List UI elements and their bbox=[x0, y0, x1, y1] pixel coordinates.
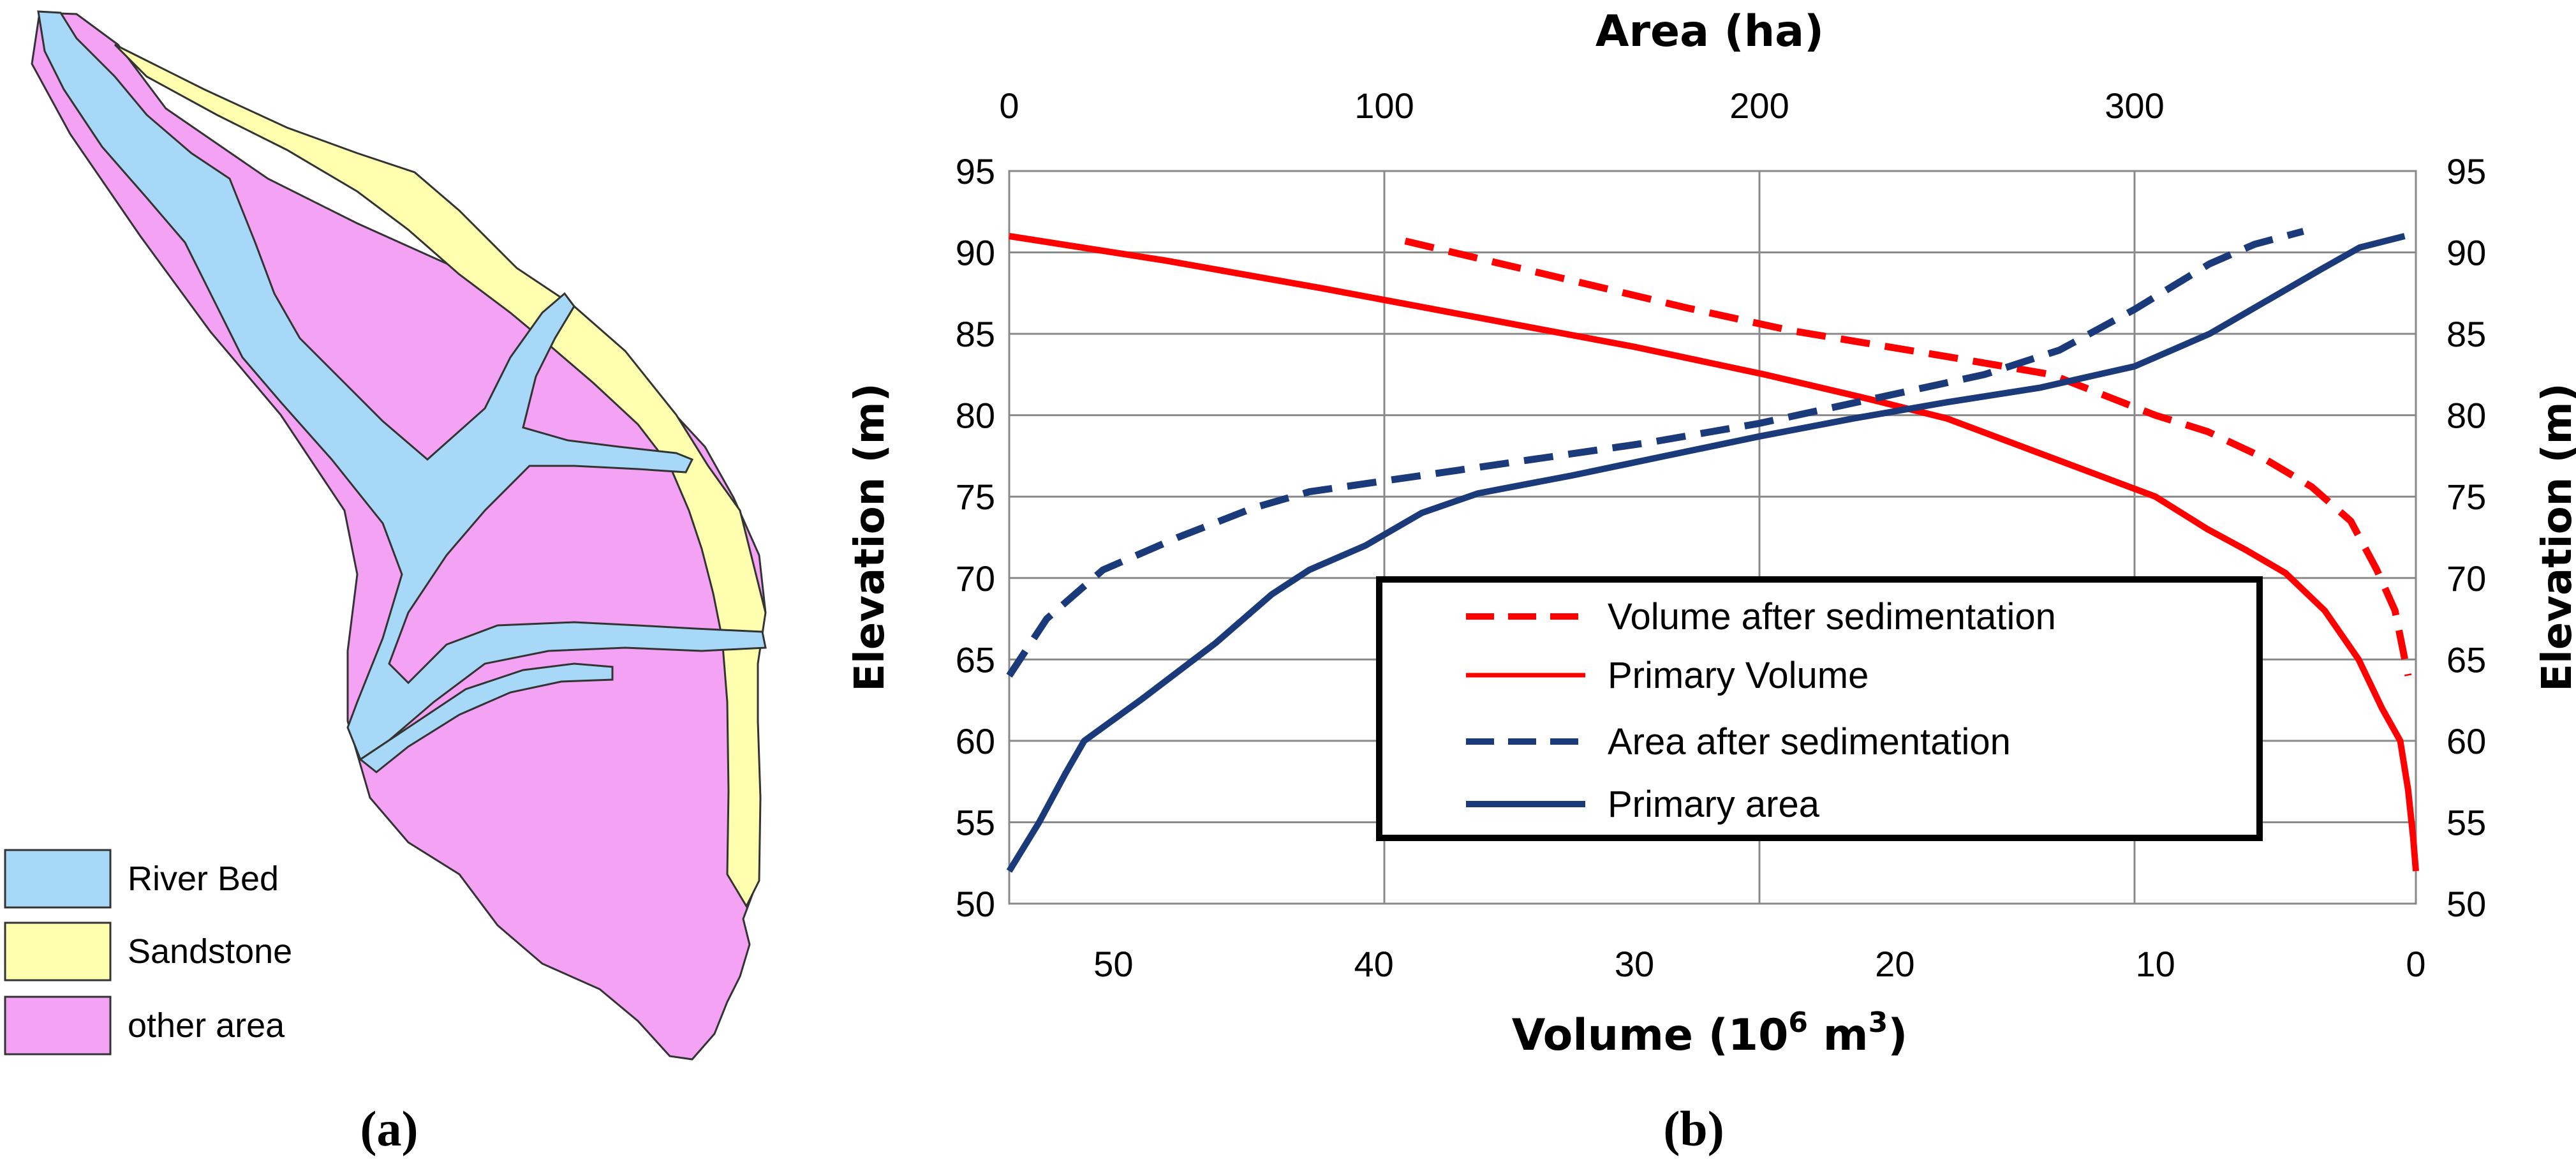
sandstone-band bbox=[114, 43, 767, 909]
right-tick-label: 90 bbox=[2446, 233, 2486, 273]
legend-swatch-other-area bbox=[4, 996, 112, 1056]
panel-b-label: (b) bbox=[1663, 1101, 1724, 1156]
legend-label-river-bed: River Bed bbox=[128, 860, 279, 898]
legend-swatch-sandstone bbox=[4, 922, 112, 981]
panel-a-label: (a) bbox=[360, 1101, 418, 1156]
bottom-tick-label: 0 bbox=[2406, 944, 2425, 984]
series bbox=[1006, 228, 2419, 873]
left-tick-label: 55 bbox=[956, 802, 995, 842]
plot-frame bbox=[1008, 170, 2417, 905]
top-tick-label: 300 bbox=[2105, 86, 2164, 126]
legend-box bbox=[1376, 576, 2263, 841]
river-bed-main bbox=[37, 10, 767, 761]
left-tick-label: 75 bbox=[956, 477, 995, 517]
left-tick-label: 85 bbox=[956, 314, 995, 354]
bottom-tick-label: 40 bbox=[1354, 944, 1394, 984]
left-tick-label: 60 bbox=[956, 721, 995, 761]
top-tick-label: 200 bbox=[1729, 86, 1789, 126]
left-tick-label: 80 bbox=[956, 396, 995, 436]
right-tick-label: 50 bbox=[2446, 884, 2486, 924]
left-tick-label: 65 bbox=[956, 639, 995, 680]
series-primary-volume bbox=[1009, 233, 2419, 872]
legend-label-other-area: other area bbox=[128, 1006, 285, 1045]
bottom-axis-title: Volume (106 m3) bbox=[1512, 1006, 1908, 1061]
legend-text-primary-volume: Primary Volume bbox=[1608, 655, 1869, 696]
chart-legend: Volume after sedimentation Primary Volum… bbox=[1376, 576, 2263, 841]
left-tick-label: 50 bbox=[956, 884, 995, 924]
legend-text-area-after: Area after sedimentation bbox=[1608, 721, 2011, 763]
right-tick-label: 60 bbox=[2446, 721, 2486, 761]
bottom-tick-label: 50 bbox=[1093, 944, 1133, 984]
axis-ticks: 50 50 55 55 60 60 65 65 70 70 75 75 80 80 85 85 90 90 95 95… bbox=[956, 86, 2487, 984]
geology-map bbox=[31, 10, 767, 1061]
right-axis-title: Elevation (m) bbox=[2534, 383, 2576, 692]
top-tick-label: 100 bbox=[1354, 86, 1414, 126]
right-tick-label: 95 bbox=[2446, 151, 2486, 191]
series-volume-after-sedimentation bbox=[1404, 237, 2412, 676]
left-tick-label: 90 bbox=[956, 233, 995, 273]
series-area-after-sedimentation bbox=[1006, 228, 2305, 678]
series-primary-area bbox=[1006, 233, 2406, 873]
bottom-tick-label: 10 bbox=[2136, 944, 2175, 984]
right-tick-label: 80 bbox=[2446, 396, 2486, 436]
right-tick-label: 55 bbox=[2446, 802, 2486, 842]
top-tick-label: 0 bbox=[999, 86, 1019, 126]
legend-swatch-river-bed bbox=[4, 849, 112, 909]
elevation-volume-area-chart: 50 50 55 55 60 60 65 65 70 70 75 75 80 80 85 85 90 90 95 95… bbox=[847, 6, 2576, 1061]
right-tick-label: 65 bbox=[2446, 639, 2486, 680]
left-tick-label: 95 bbox=[956, 151, 995, 191]
river-branch-lower bbox=[359, 662, 614, 773]
left-tick-label: 70 bbox=[956, 558, 995, 599]
right-tick-label: 75 bbox=[2446, 477, 2486, 517]
right-tick-label: 85 bbox=[2446, 314, 2486, 354]
left-axis-title: Elevation (m) bbox=[847, 383, 894, 692]
top-axis-title: Area (ha) bbox=[1595, 6, 1824, 57]
legend-label-sandstone: Sandstone bbox=[128, 932, 292, 971]
right-tick-label: 70 bbox=[2446, 558, 2486, 599]
legend-text-volume-after: Volume after sedimentation bbox=[1608, 596, 2056, 638]
map-legend: River Bed Sandstone other area bbox=[4, 849, 292, 1056]
legend-text-primary-area: Primary area bbox=[1608, 784, 1820, 825]
bottom-tick-label: 20 bbox=[1875, 944, 1914, 984]
bottom-tick-label: 30 bbox=[1615, 944, 1654, 984]
